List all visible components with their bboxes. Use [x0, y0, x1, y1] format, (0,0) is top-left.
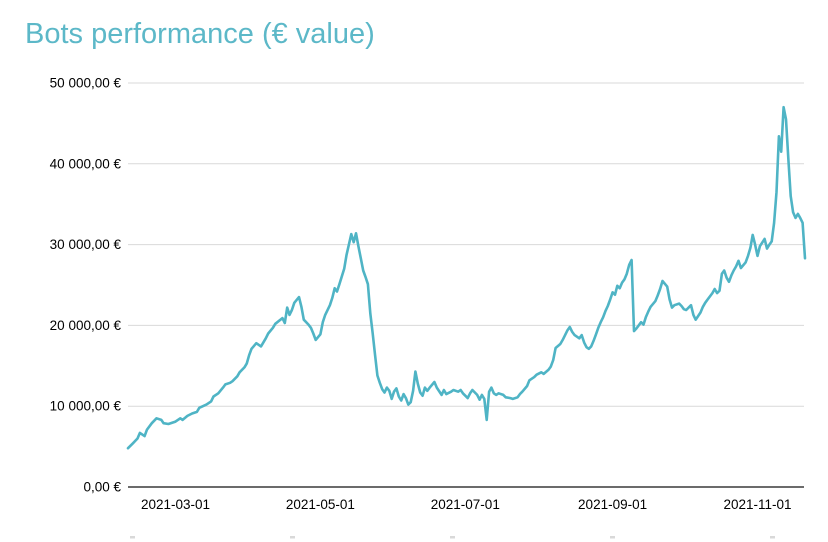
- cropped-row-artifact: [610, 536, 615, 539]
- y-tick-label: 50 000,00 €: [50, 76, 122, 91]
- cropped-row-artifact: [130, 536, 135, 539]
- x-tick-label: 2021-03-01: [141, 497, 210, 512]
- cropped-row-artifact: [290, 536, 295, 539]
- x-tick-label: 2021-09-01: [578, 497, 647, 512]
- cropped-row-artifact: [450, 536, 455, 539]
- y-tick-label: 10 000,00 €: [50, 399, 122, 414]
- x-tick-label: 2021-05-01: [286, 497, 355, 512]
- y-tick-label: 20 000,00 €: [50, 318, 122, 333]
- x-tick-label: 2021-07-01: [431, 497, 500, 512]
- x-tick-label: 2021-11-01: [723, 497, 791, 512]
- series-line: [126, 105, 807, 450]
- cropped-row-artifact: [770, 536, 775, 539]
- y-tick-label: 30 000,00 €: [50, 237, 122, 252]
- y-tick-label: 40 000,00 €: [50, 156, 122, 171]
- y-tick-label: 0,00 €: [83, 480, 121, 495]
- chart-title: Bots performance (€ value): [25, 18, 375, 50]
